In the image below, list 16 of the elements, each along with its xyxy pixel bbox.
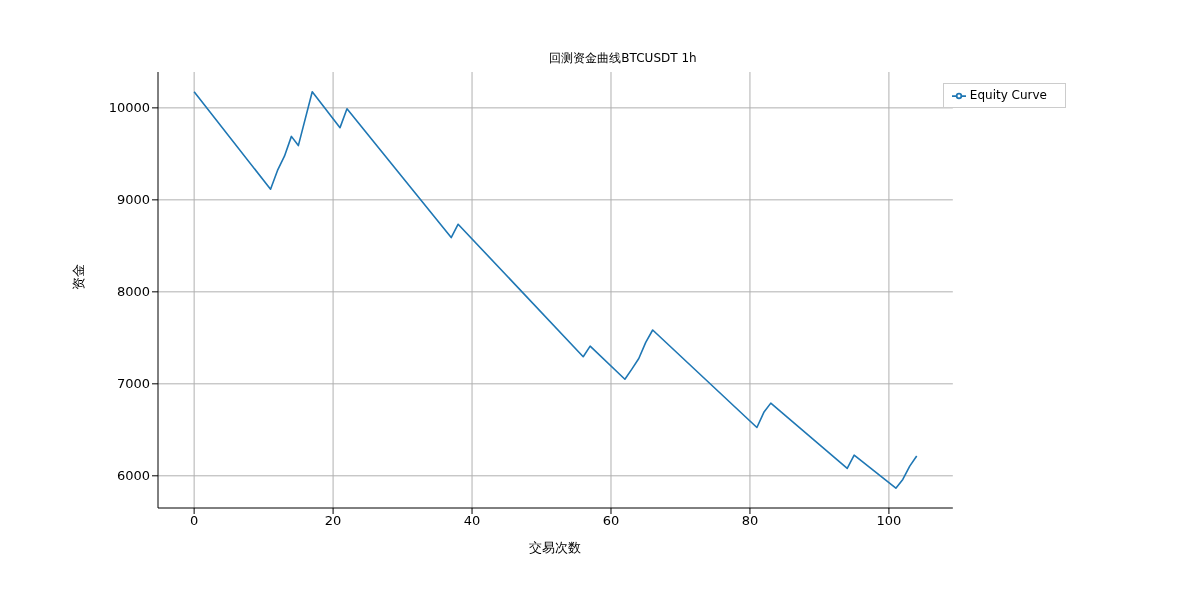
x-tick-label: 80 [741, 513, 759, 529]
legend-label: Equity Curve [969, 88, 1047, 102]
x-tick-label: 40 [463, 513, 481, 529]
x-axis-title: 交易次数 [529, 540, 582, 555]
chart-title: 回测资金曲线BTCUSDT 1h [548, 50, 698, 67]
y-tick-label: 7000 [116, 376, 150, 392]
y-tick-label: 8000 [116, 284, 150, 300]
y-tick-label: 6000 [116, 468, 150, 484]
x-tick-label: 60 [602, 513, 620, 529]
x-tick-label: 0 [189, 513, 199, 529]
y-tick-label: 10000 [108, 100, 150, 116]
x-tick-label: 100 [876, 513, 902, 529]
y-axis-title: 资金 [70, 264, 86, 290]
x-tick-label: 20 [324, 513, 342, 529]
line-series [193, 90, 918, 490]
y-tick-label: 9000 [116, 192, 150, 208]
